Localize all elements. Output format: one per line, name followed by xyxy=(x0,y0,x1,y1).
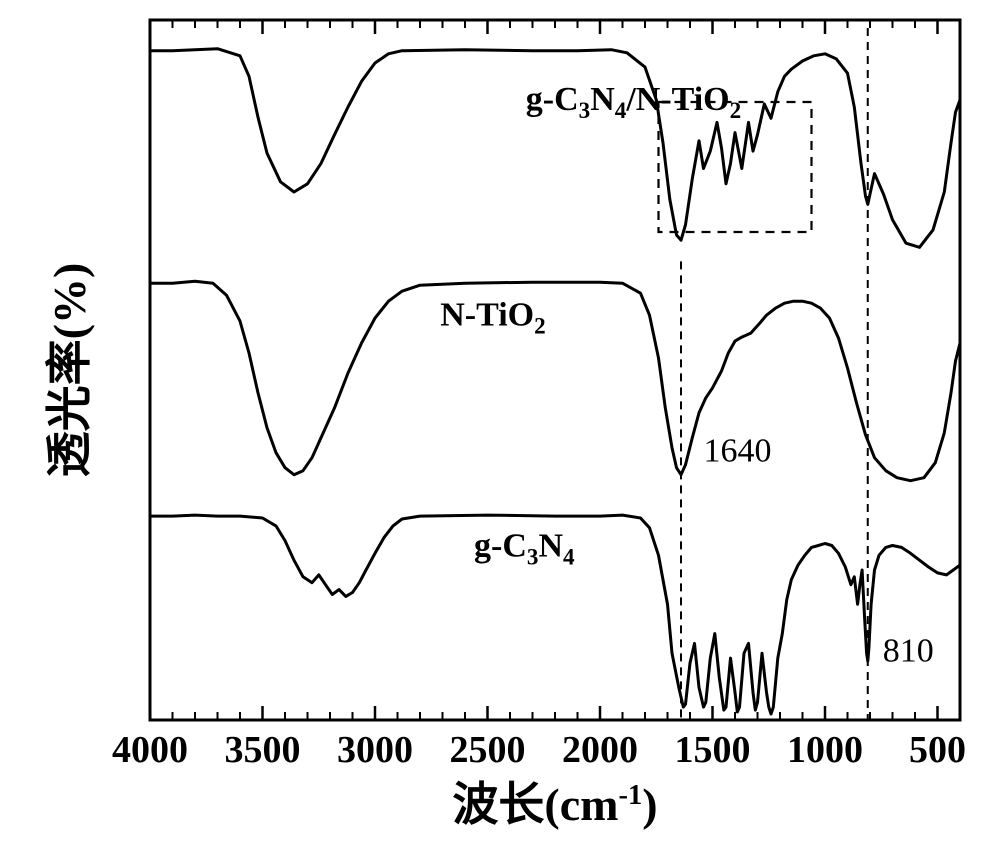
vline-label-1640: 1640 xyxy=(704,432,772,469)
xtick-label: 3500 xyxy=(225,729,301,771)
plot-frame xyxy=(150,20,960,720)
xtick-label: 1000 xyxy=(787,729,863,771)
curve-1 xyxy=(150,281,960,480)
xtick-label: 500 xyxy=(909,729,966,771)
xtick-label: 1500 xyxy=(675,729,751,771)
series-label: g-C3N4/N-TiO2 xyxy=(526,81,741,124)
curve-0 xyxy=(150,49,960,248)
xtick-label: 3000 xyxy=(337,729,413,771)
series-label: g-C3N4 xyxy=(474,528,575,571)
xtick-label: 4000 xyxy=(112,729,188,771)
xtick-label: 2000 xyxy=(562,729,638,771)
x-axis-label: 波长(cm-1) xyxy=(452,779,657,830)
xtick-label: 2500 xyxy=(450,729,526,771)
y-axis-label: 透光率(%) xyxy=(44,263,95,478)
vline-label-810: 810 xyxy=(883,633,934,670)
series-label: N-TiO2 xyxy=(440,296,545,339)
